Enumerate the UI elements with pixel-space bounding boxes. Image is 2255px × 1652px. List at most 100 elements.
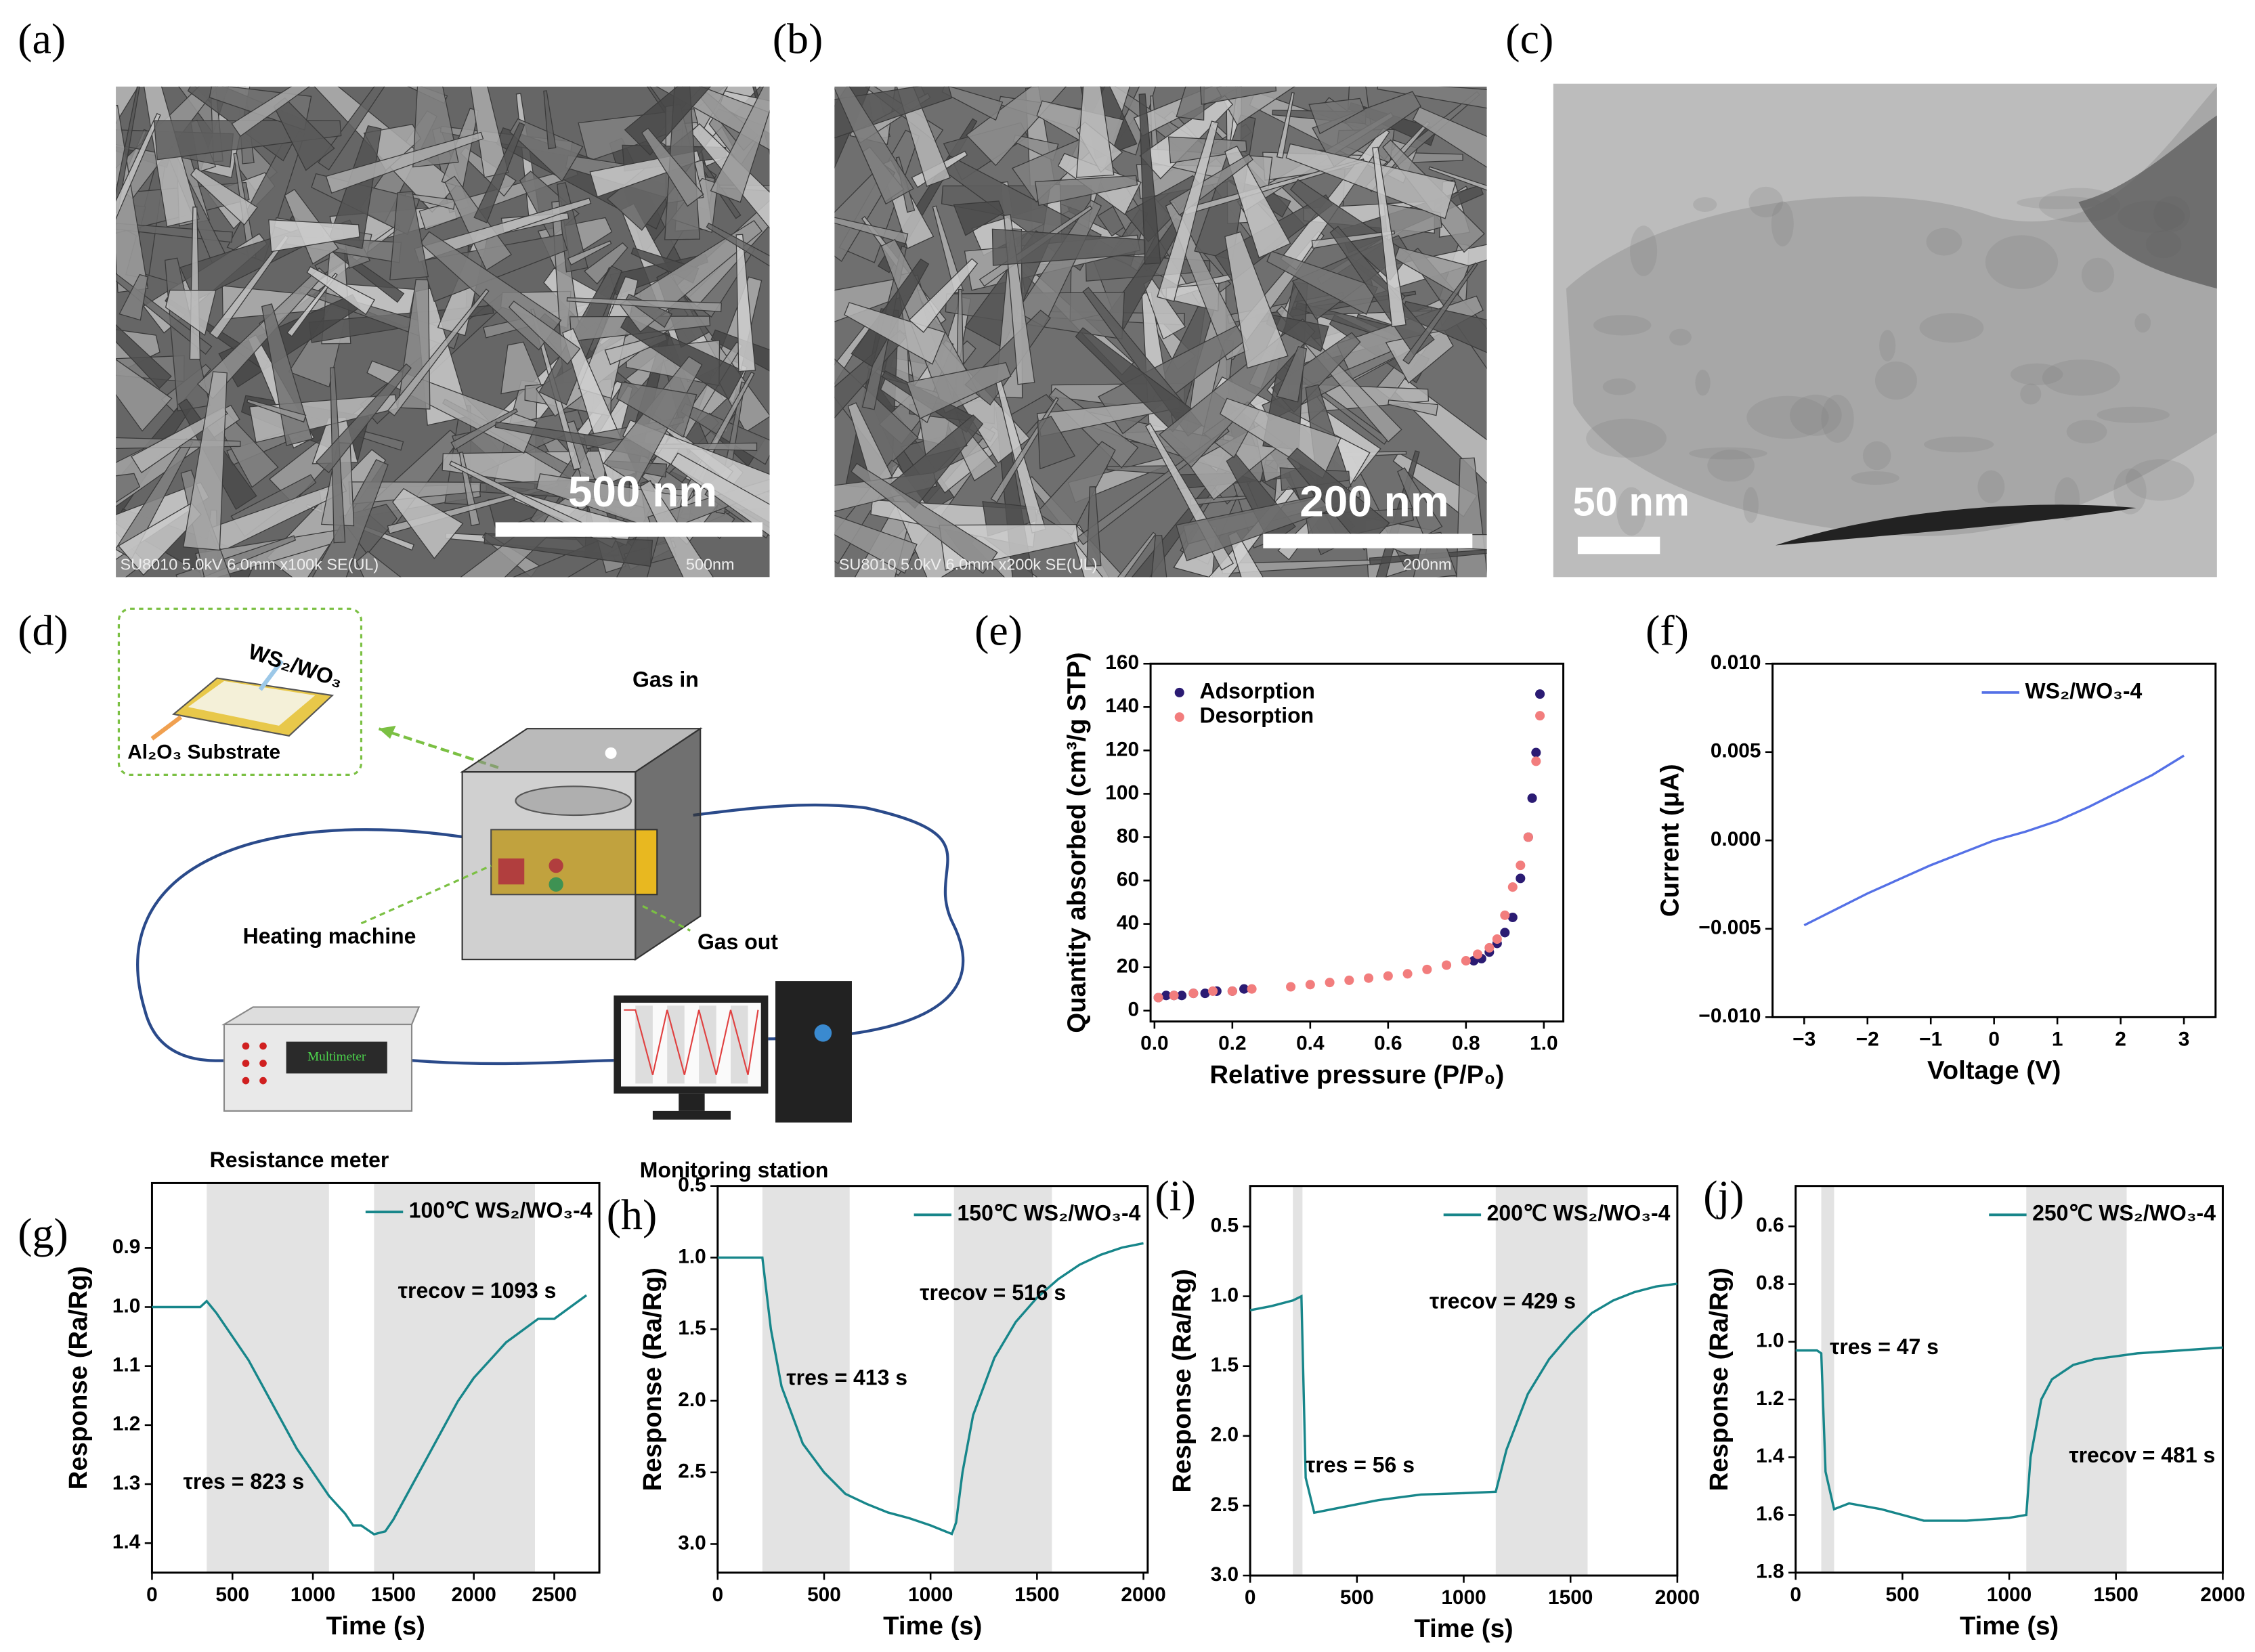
annotation: τrecov = 481 s — [2069, 1443, 2215, 1467]
exposure-band — [2026, 1186, 2127, 1573]
legend-label: 250℃ WS₂/WO₃-4 — [2032, 1201, 2216, 1225]
y-tick-label: 1.8 — [1756, 1561, 1784, 1583]
flake — [286, 272, 338, 337]
flake — [1034, 175, 1138, 206]
annotation: τrecov = 1093 s — [398, 1278, 557, 1303]
x-tick-label: 2000 — [2200, 1584, 2245, 1606]
grain — [1851, 471, 1899, 485]
flake — [1048, 387, 1139, 469]
grain — [1748, 186, 1783, 218]
grain — [1790, 394, 1842, 436]
y-tick-label: 0.010 — [1711, 651, 1761, 674]
x-tick-label: 500 — [807, 1584, 841, 1606]
edge — [2078, 115, 2217, 289]
flake — [450, 408, 518, 450]
sem-info: SU8010 5.0kV 6.0mm x100k SE(UL) — [121, 556, 379, 573]
y-tick-label: 80 — [1117, 825, 1139, 847]
point — [1473, 949, 1483, 959]
x-axis-label: Time (s) — [326, 1611, 425, 1640]
grain — [1695, 369, 1711, 396]
point — [1535, 689, 1545, 699]
point — [1523, 832, 1533, 842]
x-tick-label: 2 — [2115, 1028, 2126, 1050]
flake — [509, 118, 584, 182]
meter-screen — [286, 1041, 387, 1074]
x-tick-label: 0 — [1790, 1584, 1801, 1606]
panel-label: (a) — [18, 15, 66, 63]
line — [1803, 754, 2185, 927]
annotation: τres = 413 s — [786, 1366, 907, 1390]
x-axis-label: Time (s) — [1960, 1611, 2059, 1640]
y-tick-label: 160 — [1105, 651, 1139, 674]
flake — [356, 550, 402, 578]
y-tick-label: 0 — [1128, 999, 1139, 1021]
panel-label: (f) — [1646, 606, 1689, 654]
meter-label: Resistance meter — [210, 1148, 389, 1172]
y-tick-label: 1.3 — [112, 1472, 140, 1494]
grain — [1707, 450, 1755, 482]
y-tick-label: 1.1 — [112, 1354, 140, 1376]
y-axis-label: Response (Ra/Rg) — [638, 1267, 667, 1491]
x-tick-label: 2000 — [1121, 1584, 1165, 1606]
grain — [1746, 395, 1829, 439]
flake — [268, 219, 360, 253]
pc-tower — [775, 981, 852, 1123]
grain — [2020, 383, 2042, 405]
annotation: τres = 56 s — [1306, 1452, 1415, 1477]
x-tick-label: −2 — [1856, 1028, 1879, 1050]
chamber-front — [461, 771, 637, 961]
flake — [116, 86, 140, 214]
exposure-band — [1293, 1186, 1303, 1576]
flake — [906, 362, 1012, 420]
meter-buttons — [242, 1042, 267, 1085]
legend-label: WS₂/WO₃-4 — [2025, 678, 2142, 703]
flake — [834, 86, 914, 205]
monitor-trace — [624, 1009, 759, 1075]
annotation: τrecov = 516 s — [920, 1280, 1066, 1305]
x-tick-label: 0 — [1988, 1028, 2000, 1050]
x-axis-label: Relative pressure (P/P₀) — [1209, 1060, 1504, 1089]
y-tick-label: 1.2 — [1756, 1387, 1784, 1410]
point — [1188, 988, 1199, 999]
y-axis-label: Response (Ra/Rg) — [1167, 1269, 1197, 1492]
flake — [953, 200, 1004, 236]
point — [1383, 971, 1393, 981]
flake — [182, 371, 228, 551]
button — [549, 877, 563, 892]
grain — [2042, 359, 2120, 396]
x-tick-label: 1500 — [371, 1584, 416, 1606]
x-tick-label: 1.0 — [1530, 1032, 1558, 1055]
y-axis-label: Response (Ra/Rg) — [64, 1266, 93, 1490]
flake — [706, 222, 770, 267]
flake — [306, 266, 375, 316]
y-tick-label: 100 — [1105, 781, 1139, 804]
line — [1249, 1282, 1678, 1515]
y-tick-label: 1.0 — [112, 1295, 140, 1317]
flake — [1276, 346, 1308, 403]
x-tick-label: 0.4 — [1296, 1032, 1325, 1055]
grain — [2010, 363, 2063, 386]
y-tick-label: 1.5 — [678, 1317, 706, 1339]
flake — [1372, 146, 1406, 328]
micrograph — [834, 86, 1487, 578]
flake — [165, 289, 217, 336]
y-tick-label: 140 — [1105, 695, 1139, 717]
micrograph-overlays: 500 nm SU8010 5.0kV 6.0mm x100k SE(UL) 5… — [121, 467, 1690, 573]
x-tick-label: 1000 — [291, 1584, 335, 1606]
flake — [116, 359, 173, 432]
point — [1161, 991, 1172, 1001]
x-axis-label: Voltage (V) — [1927, 1056, 2061, 1085]
panel-label: (e) — [974, 606, 1023, 654]
plot-frame — [150, 1181, 601, 1574]
micrograph — [1553, 83, 2217, 578]
exposure-band — [953, 1186, 1052, 1573]
grain — [1689, 447, 1767, 460]
heater-label: Heating machine — [243, 924, 416, 949]
legend-marker — [1174, 687, 1184, 697]
x-tick-label: 0.8 — [1452, 1032, 1480, 1055]
x-tick-label: 0.0 — [1140, 1032, 1168, 1055]
x-tick-label: 0.6 — [1374, 1032, 1402, 1055]
flake — [543, 90, 557, 150]
monitor-stand — [679, 1093, 705, 1111]
flake — [190, 167, 258, 226]
